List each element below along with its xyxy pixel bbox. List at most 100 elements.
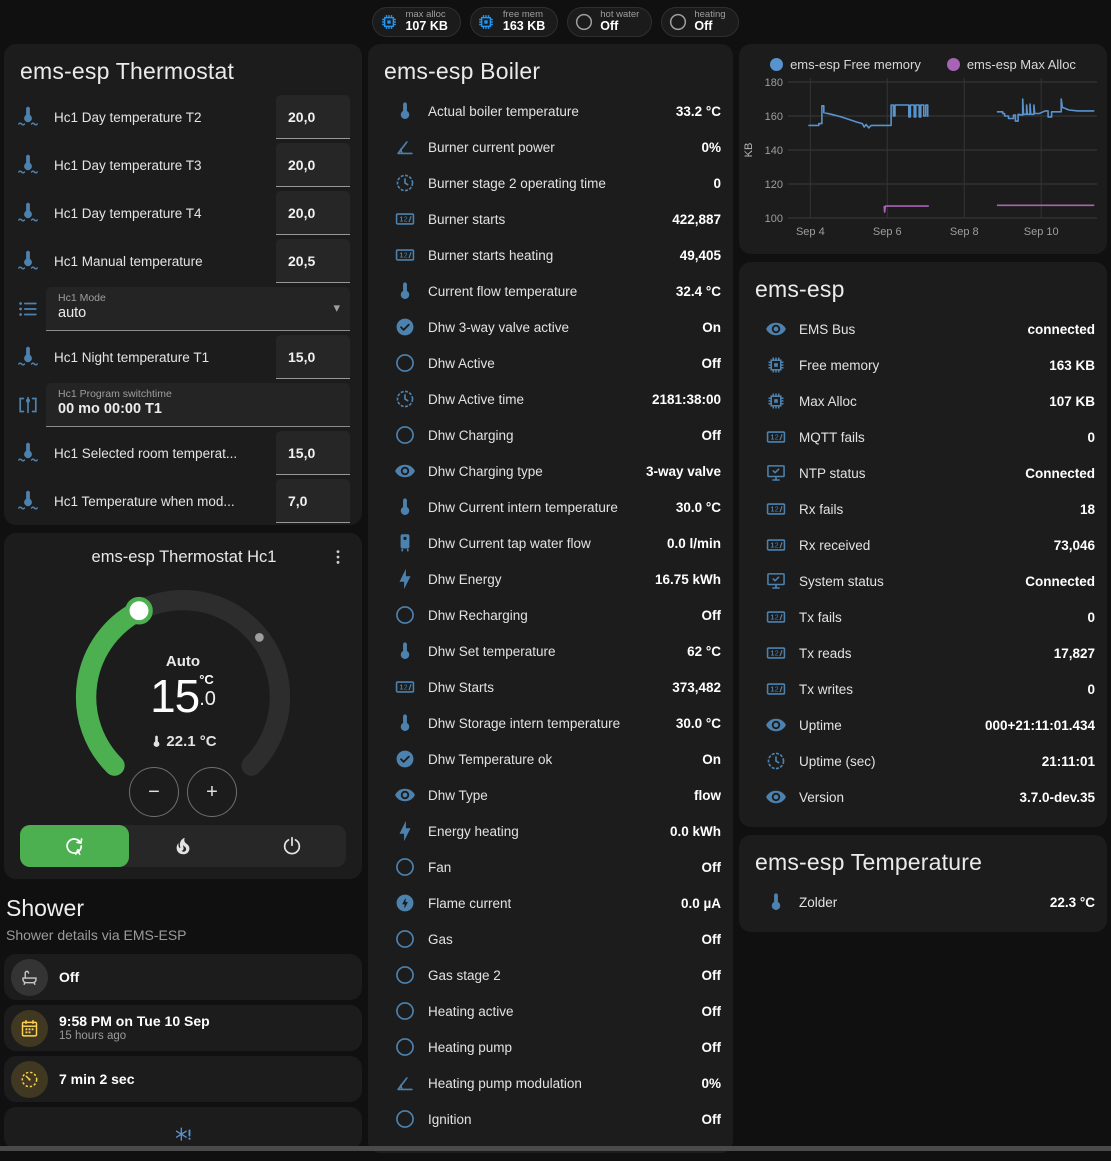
select-hc1-mode[interactable]: Hc1 Mode auto ▾ bbox=[46, 287, 350, 331]
entity-row-flame-current[interactable]: Flame current 0.0 µA bbox=[368, 885, 733, 921]
temperature-card: ems-esp Temperature Zolder 22.3 °C bbox=[739, 835, 1107, 932]
entity-row-dhw-energy[interactable]: Dhw Energy 16.75 kWh bbox=[368, 561, 733, 597]
card-title-boiler: ems-esp Boiler bbox=[384, 58, 541, 84]
entity-row-dhw-active-time[interactable]: Dhw Active time 2181:38:00 bbox=[368, 381, 733, 417]
entity-row-energy-heating[interactable]: Energy heating 0.0 kWh bbox=[368, 813, 733, 849]
entity-row-burner-stage-2-operating-time[interactable]: Burner stage 2 operating time 0 bbox=[368, 165, 733, 201]
chip-hot-water[interactable]: hot water Off bbox=[567, 7, 653, 37]
dial-target-temperature: 15 °C .0 bbox=[57, 669, 309, 723]
middle-column: ems-esp Boiler Actual boiler temperature… bbox=[368, 44, 733, 1161]
entity-row-fan[interactable]: Fan Off bbox=[368, 849, 733, 885]
entity-row-gas[interactable]: Gas Off bbox=[368, 921, 733, 957]
entity-row-uptime-sec[interactable]: Uptime (sec) 21:11:01 bbox=[739, 743, 1107, 779]
entity-row-dhw-storage-intern-temperature[interactable]: Dhw Storage intern temperature 30.0 °C bbox=[368, 705, 733, 741]
svg-text:Sep 8: Sep 8 bbox=[950, 226, 979, 238]
svg-text:2: 2 bbox=[404, 685, 408, 692]
thermometer-waves-icon bbox=[16, 201, 42, 225]
card-title-temperature: ems-esp Temperature bbox=[755, 849, 983, 875]
chip-free-mem[interactable]: free mem 163 KB bbox=[469, 7, 559, 37]
entity-row-dhw-recharging[interactable]: Dhw Recharging Off bbox=[368, 597, 733, 633]
entity-row-system-status[interactable]: System status Connected bbox=[739, 563, 1107, 599]
hvac-mode-heat-button[interactable] bbox=[129, 825, 238, 867]
circle-outline-icon bbox=[394, 999, 420, 1023]
shower-card-9-58-pm-on-tue-10-sep[interactable]: 9:58 PM on Tue 10 Sep 15 hours ago bbox=[4, 1005, 362, 1051]
entity-row-dhw-charging[interactable]: Dhw Charging Off bbox=[368, 417, 733, 453]
entity-row-dhw-type[interactable]: Dhw Type flow bbox=[368, 777, 733, 813]
circle-outline-icon bbox=[394, 423, 420, 447]
entity-row-dhw-charging-type[interactable]: Dhw Charging type 3-way valve bbox=[368, 453, 733, 489]
entity-row-dhw-set-temperature[interactable]: Dhw Set temperature 62 °C bbox=[368, 633, 733, 669]
shower-card-7-min-2-sec[interactable]: 7 min 2 sec bbox=[4, 1056, 362, 1102]
entity-row-actual-boiler-temperature[interactable]: Actual boiler temperature 33.2 °C bbox=[368, 93, 733, 129]
entity-row-zolder[interactable]: Zolder 22.3 °C bbox=[739, 884, 1107, 920]
monitor-check-icon bbox=[765, 569, 791, 593]
svg-text:140: 140 bbox=[765, 145, 783, 157]
scrollbar-thumb[interactable] bbox=[0, 1146, 1111, 1151]
memory-history-chart[interactable]: 100 120 140 160 180 Sep 4 Sep 6 Sep 8 Sep 10 KB bbox=[739, 72, 1107, 250]
entity-row-free-memory[interactable]: Free memory 163 KB bbox=[739, 347, 1107, 383]
number-input-hc1-day-temperature-t3[interactable]: 20,0 bbox=[276, 143, 350, 187]
svg-text:1: 1 bbox=[771, 435, 775, 442]
circle-outline-icon bbox=[394, 963, 420, 987]
svg-text:Sep 10: Sep 10 bbox=[1024, 226, 1059, 238]
horizontal-scrollbar[interactable] bbox=[0, 1146, 1111, 1151]
entity-row-gas-stage-2[interactable]: Gas stage 2 Off bbox=[368, 957, 733, 993]
entity-row-dhw-current-tap-water-flow[interactable]: Dhw Current tap water flow 0.0 l/min bbox=[368, 525, 733, 561]
target-temp-fraction: .0 bbox=[199, 687, 216, 710]
chip-heating[interactable]: heating Off bbox=[661, 7, 739, 37]
legend-item-ems-esp-max-alloc[interactable]: ems-esp Max Alloc bbox=[946, 57, 1076, 72]
entity-row-dhw-active[interactable]: Dhw Active Off bbox=[368, 345, 733, 381]
shower-card-off[interactable]: Off bbox=[4, 954, 362, 1000]
hvac-mode-row: A bbox=[20, 825, 346, 867]
entity-row-burner-current-power[interactable]: Burner current power 0% bbox=[368, 129, 733, 165]
entity-row-heating-pump-modulation[interactable]: Heating pump modulation 0% bbox=[368, 1065, 733, 1101]
shower-card-snowflake-alert[interactable] bbox=[4, 1107, 362, 1149]
entity-row-dhw-current-intern-temperature[interactable]: Dhw Current intern temperature 30.0 °C bbox=[368, 489, 733, 525]
chip-label: heating bbox=[694, 9, 726, 21]
number-input-hc1-day-temperature-t4[interactable]: 20,0 bbox=[276, 191, 350, 235]
hvac-mode-auto-button[interactable]: A bbox=[20, 825, 129, 867]
number-input-hc1-temperature-when-mod[interactable]: 7,0 bbox=[276, 479, 350, 523]
decrease-temperature-button[interactable]: − bbox=[129, 767, 179, 817]
entity-row-heating-active[interactable]: Heating active Off bbox=[368, 993, 733, 1029]
entity-row-dhw-3-way-valve-active[interactable]: Dhw 3-way valve active On bbox=[368, 309, 733, 345]
increase-temperature-button[interactable]: + bbox=[187, 767, 237, 817]
chart-legend: ems-esp Free memory ems-esp Max Alloc bbox=[739, 57, 1107, 72]
entity-row-current-flow-temperature[interactable]: Current flow temperature 32.4 °C bbox=[368, 273, 733, 309]
hvac-mode-off-button[interactable] bbox=[237, 825, 346, 867]
entity-row-dhw-temperature-ok[interactable]: Dhw Temperature ok On bbox=[368, 741, 733, 777]
entity-row-heating-pump[interactable]: Heating pump Off bbox=[368, 1029, 733, 1065]
entity-row-uptime[interactable]: Uptime 000+21:11:01.434 bbox=[739, 707, 1107, 743]
more-options-icon[interactable] bbox=[326, 545, 350, 569]
legend-item-ems-esp-free-memory[interactable]: ems-esp Free memory bbox=[770, 57, 921, 72]
water-boiler-icon bbox=[394, 531, 420, 555]
entity-row-ntp-status[interactable]: NTP status Connected bbox=[739, 455, 1107, 491]
chip-max-alloc[interactable]: max alloc 107 KB bbox=[372, 7, 461, 37]
entity-row-ems-bus[interactable]: EMS Bus connected bbox=[739, 311, 1107, 347]
thermostat-dial-gauge[interactable] bbox=[57, 573, 309, 794]
dial-handle[interactable] bbox=[125, 596, 153, 625]
number-input-hc1-night-temperature-t1[interactable]: 15,0 bbox=[276, 335, 350, 379]
shower-section-title: Shower bbox=[6, 895, 84, 921]
entity-row-ignition[interactable]: Ignition Off bbox=[368, 1101, 733, 1137]
number-input-hc1-selected-room-temperat[interactable]: 15,0 bbox=[276, 431, 350, 475]
auto-mode-icon: A bbox=[63, 835, 85, 857]
power-icon bbox=[281, 835, 303, 857]
entity-row-version[interactable]: Version 3.7.0-dev.35 bbox=[739, 779, 1107, 815]
number-input-hc1-day-temperature-t2[interactable]: 20,0 bbox=[276, 95, 350, 139]
text-input-hc1-program-switchtime[interactable]: Hc1 Program switchtime 00 mo 00:00 T1 bbox=[46, 383, 350, 427]
thermometer-icon bbox=[394, 279, 420, 303]
entity-row-max-alloc[interactable]: Max Alloc 107 KB bbox=[739, 383, 1107, 419]
dashboard-columns: ems-esp Thermostat Hc1 Day temperature T… bbox=[0, 44, 1111, 1161]
number-input-hc1-manual-temperature[interactable]: 20,5 bbox=[276, 239, 350, 283]
